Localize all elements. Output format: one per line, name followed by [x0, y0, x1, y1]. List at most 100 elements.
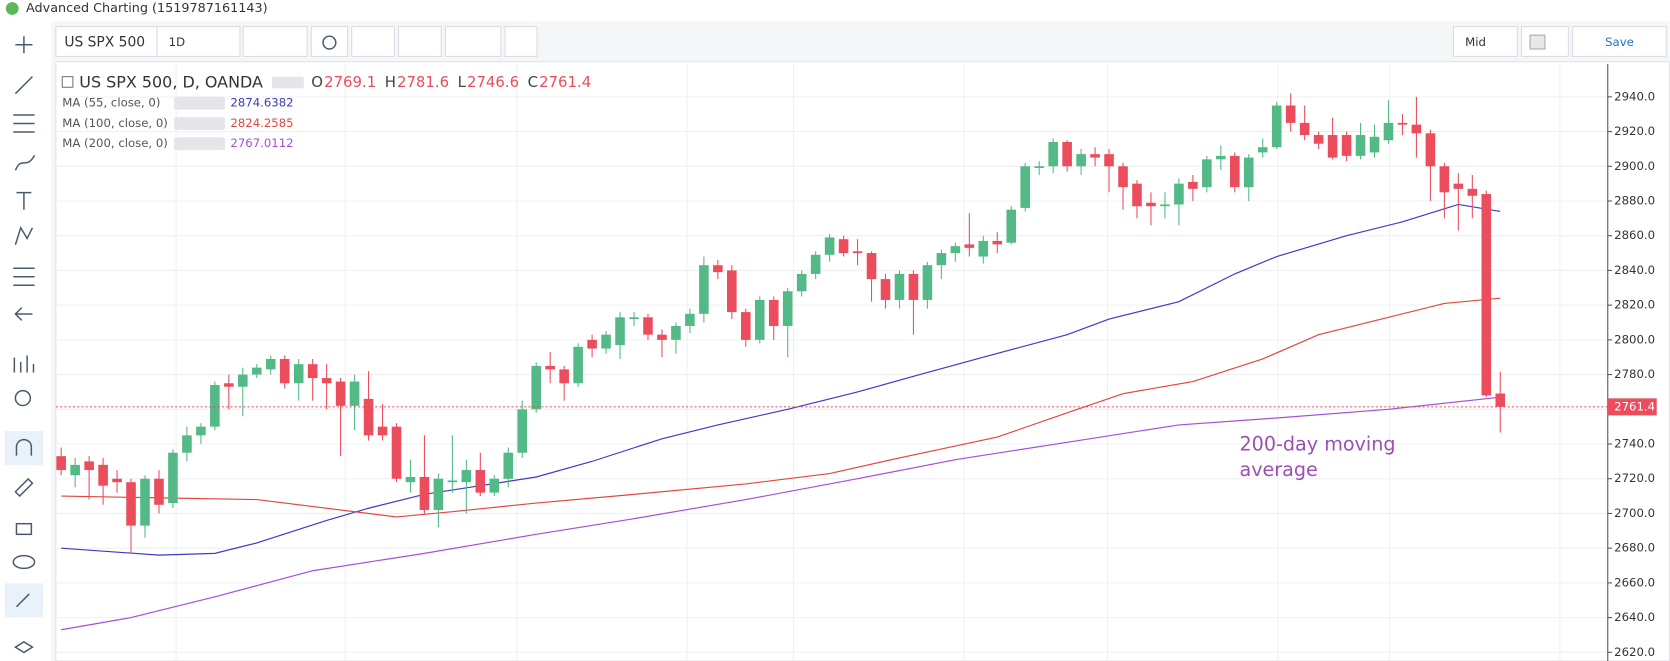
- app-icon: [5, 2, 19, 15]
- candle-body: [824, 237, 835, 255]
- settings-button[interactable]: [310, 26, 349, 57]
- candle-body: [182, 435, 192, 453]
- brush-tool[interactable]: [14, 155, 36, 171]
- candle-body: [112, 478, 122, 483]
- compare-button[interactable]: [398, 26, 442, 57]
- candle-body: [56, 456, 66, 471]
- candle-body: [685, 313, 695, 326]
- save-label: Save: [1605, 35, 1634, 49]
- crosshair-tool[interactable]: [15, 36, 33, 54]
- candle-body: [573, 346, 583, 384]
- candle-body: [978, 240, 989, 257]
- candle-body: [727, 270, 737, 313]
- undo-redo-button[interactable]: [444, 26, 502, 57]
- candle-body: [293, 364, 304, 384]
- candle-body: [1132, 183, 1142, 207]
- candle-body: [1174, 183, 1184, 205]
- collapse-icon[interactable]: [61, 76, 74, 88]
- candle-body: [1104, 154, 1114, 167]
- candle-body: [98, 464, 108, 486]
- candle-body: [279, 358, 290, 384]
- candle-body: [1257, 147, 1268, 153]
- price-type-button[interactable]: [1452, 26, 1518, 57]
- save-button[interactable]: [1572, 26, 1667, 57]
- symbol-box[interactable]: [55, 26, 158, 57]
- y-tick-label: 2620.0: [1614, 645, 1655, 659]
- chart-type-button[interactable]: [242, 26, 308, 57]
- candle-body: [251, 367, 262, 375]
- link-tool[interactable]: [15, 593, 30, 608]
- annotation: average: [1239, 458, 1317, 481]
- candle-body: [1285, 105, 1296, 123]
- ohlc-key: L: [458, 73, 467, 91]
- magnet-tool[interactable]: [15, 438, 33, 456]
- candle-body: [964, 244, 975, 248]
- candle-body: [559, 369, 569, 384]
- ohlc-value: 2761.4: [539, 73, 591, 91]
- pattern-tool[interactable]: [14, 225, 34, 246]
- prediction-tool[interactable]: [13, 267, 35, 287]
- candle-body: [168, 452, 178, 504]
- candle-body: [265, 358, 276, 370]
- candle-body: [754, 299, 765, 340]
- candle-body: [922, 265, 933, 300]
- candle-body: [601, 334, 611, 349]
- chart-area: [55, 61, 1670, 661]
- candle-body: [852, 251, 863, 254]
- sidebar-bg: [0, 21, 52, 661]
- candle-body: [531, 365, 542, 410]
- candle-body: [629, 317, 639, 320]
- y-tick-label: 2740.0: [1614, 437, 1655, 451]
- interval-button[interactable]: [156, 26, 241, 57]
- measure-tool[interactable]: [13, 355, 35, 373]
- y-tick-label: 2700.0: [1614, 506, 1655, 520]
- y-tick-label: 2840.0: [1614, 263, 1655, 277]
- symbol: US SPX 500: [64, 35, 145, 51]
- candle-body: [1467, 188, 1478, 196]
- candle-body: [587, 339, 597, 349]
- candle-body: [740, 312, 751, 340]
- indicators-button[interactable]: [351, 26, 395, 57]
- y-tick-label: 2880.0: [1614, 193, 1655, 207]
- magnet-highlight: [4, 431, 44, 466]
- candle-body: [1439, 166, 1450, 193]
- y-tick-label: 2720.0: [1614, 471, 1655, 485]
- zoom-tool[interactable]: [14, 389, 32, 407]
- candle-body: [1006, 209, 1017, 243]
- layers-tool[interactable]: [13, 640, 34, 654]
- chart-title: US SPX 500, D, OANDA: [79, 73, 263, 92]
- y-tick-label: 2660.0: [1614, 575, 1655, 589]
- candle-body: [950, 246, 961, 254]
- candle-body: [615, 317, 625, 346]
- y-tick-label: 2820.0: [1614, 298, 1655, 312]
- lock-drawing-tool[interactable]: [14, 477, 34, 498]
- candle-body: [489, 478, 500, 493]
- candle-body: [475, 470, 486, 493]
- settings-icon: [322, 35, 337, 50]
- candle-body: [796, 273, 807, 292]
- y-tick-label: 2860.0: [1614, 228, 1655, 242]
- candle-body: [224, 383, 234, 387]
- text-tool[interactable]: [16, 191, 32, 210]
- fullscreen-button[interactable]: [504, 26, 538, 57]
- candle-body: [1495, 393, 1506, 407]
- candle-body: [992, 240, 1003, 245]
- candle-body: [545, 365, 555, 370]
- candle-body: [461, 470, 472, 483]
- ma-value: 2874.6382: [230, 96, 293, 110]
- candle-body: [154, 478, 164, 505]
- candle-body: [307, 364, 318, 379]
- ma-name: MA (100, close, 0): [62, 116, 168, 130]
- candle-body: [1327, 135, 1338, 158]
- candle-body: [713, 265, 723, 273]
- fib-tool[interactable]: [13, 114, 35, 133]
- back-tool[interactable]: [14, 307, 33, 321]
- line-tool[interactable]: [14, 76, 33, 95]
- candle-body: [810, 254, 821, 274]
- plot: [55, 93, 1608, 653]
- ohlc-key: O: [311, 73, 323, 91]
- candle-body: [349, 381, 360, 406]
- lock-tool[interactable]: [15, 522, 33, 536]
- ohlc-key: H: [385, 73, 396, 91]
- visibility-tool[interactable]: [12, 554, 36, 570]
